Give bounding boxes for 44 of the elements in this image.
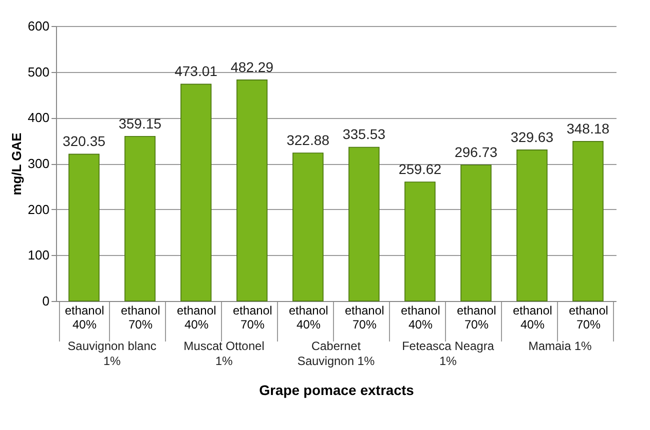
data-label: 296.73: [454, 144, 498, 160]
y-tick-label: 100: [28, 248, 50, 263]
bar: [68, 154, 100, 302]
y-tick-label: 500: [28, 64, 50, 80]
x-tick-label: ethanol 70%: [232, 304, 272, 332]
bar: [180, 84, 212, 302]
bar: [404, 182, 436, 302]
x-tick-label: ethanol 70%: [456, 304, 496, 332]
x-tick-label: ethanol 70%: [568, 304, 608, 332]
data-label: 473.01: [174, 63, 218, 80]
x-tick-label: ethanol 40%: [512, 304, 552, 332]
x-tick-label: ethanol 40%: [64, 304, 104, 332]
data-label: 359.15: [118, 115, 162, 132]
text: Muscat Ottonel 1%: [184, 339, 264, 368]
data-label: 329.63: [510, 128, 554, 145]
text: Feteasca Neagra 1%: [402, 339, 494, 368]
bar: [572, 141, 604, 302]
data-label: 482.29: [230, 58, 274, 75]
bar: [516, 150, 548, 302]
data-label: 335.53: [342, 126, 386, 142]
data-label: 320.35: [62, 133, 106, 150]
bar: [348, 146, 380, 302]
x-tick-label: ethanol 40%: [176, 304, 216, 332]
x-tick-label: ethanol 40%: [288, 304, 328, 332]
y-tick-label: 200: [28, 202, 50, 217]
data-label: 259.62: [398, 161, 442, 178]
bar: [292, 152, 324, 302]
data-label: 348.18: [566, 120, 610, 136]
bar: [460, 164, 492, 302]
data-label: 322.88: [286, 132, 330, 148]
y-tick-label: 0: [42, 294, 50, 308]
y-tick-label: 300: [28, 156, 50, 171]
x-tick-label: ethanol 70%: [120, 304, 160, 332]
text: Cabernet Sauvignon 1%: [297, 339, 376, 368]
y-axis-title: mg/L GAE: [8, 132, 24, 196]
text: Sauvignon blanc 1%: [68, 339, 156, 368]
text: Mamaia 1%: [528, 339, 592, 353]
x-axis-title: Grape pomace extracts: [259, 382, 414, 398]
x-tick-label: ethanol 70%: [344, 304, 384, 332]
x-tick-label: ethanol 40%: [400, 304, 440, 332]
y-tick-label: 600: [28, 18, 50, 34]
bar: [236, 80, 268, 302]
bar: [124, 136, 156, 302]
y-tick-label: 400: [28, 110, 50, 126]
